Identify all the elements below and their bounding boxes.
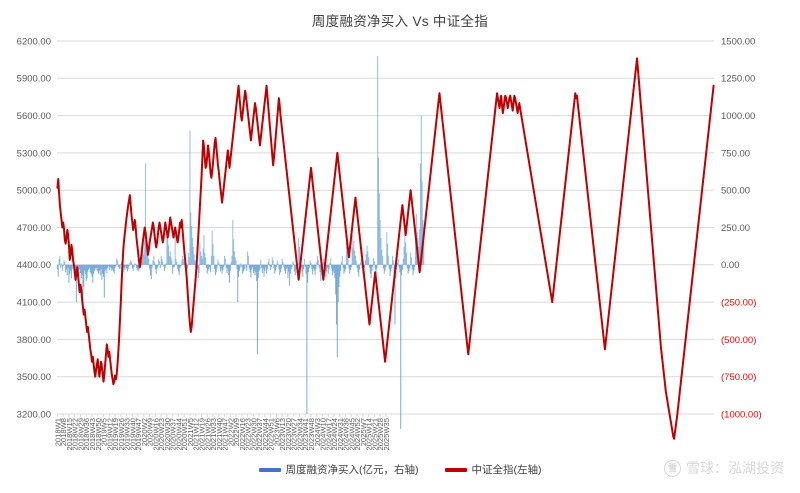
svg-text:2020W2: 2020W2 xyxy=(140,418,149,446)
svg-text:2019W47: 2019W47 xyxy=(134,418,143,451)
svg-text:2024W31: 2024W31 xyxy=(336,418,345,451)
svg-text:250.00: 250.00 xyxy=(721,223,750,234)
svg-text:4100.00: 4100.00 xyxy=(17,298,51,309)
svg-text:2019W33: 2019W33 xyxy=(123,418,132,451)
svg-text:2019W26: 2019W26 xyxy=(117,418,126,451)
y-axis-left-ticks: 6200.00 5900.00 5600.00 5300.00 5000.00 4700.… xyxy=(17,36,51,420)
svg-text:2023W20: 2023W20 xyxy=(284,418,293,451)
svg-text:(250.00): (250.00) xyxy=(721,298,756,309)
svg-text:2024W52: 2024W52 xyxy=(353,418,362,451)
svg-text:2023W41: 2023W41 xyxy=(301,418,310,451)
svg-text:3200.00: 3200.00 xyxy=(17,409,51,420)
svg-text:2021W47: 2021W47 xyxy=(221,418,230,451)
legend-swatch-line xyxy=(444,467,467,472)
svg-text:2018W1: 2018W1 xyxy=(53,418,62,446)
svg-text:2023W13: 2023W13 xyxy=(278,418,287,451)
svg-text:2018W8: 2018W8 xyxy=(59,418,68,446)
legend-item-bar[interactable]: 周度融资净买入(亿元，右轴) xyxy=(258,462,419,477)
svg-text:2024W45: 2024W45 xyxy=(347,418,356,451)
svg-text:2020W30: 2020W30 xyxy=(163,418,172,451)
svg-text:2023W27: 2023W27 xyxy=(290,418,299,451)
y-axis-right-ticks: 1500.00 1250.00 1000.00 750.00 500.00 250.00 0… xyxy=(721,36,762,420)
svg-text:5300.00: 5300.00 xyxy=(17,148,51,159)
svg-text:2020W16: 2020W16 xyxy=(151,418,160,451)
svg-text:2022W44: 2022W44 xyxy=(261,418,270,451)
svg-text:2020W51: 2020W51 xyxy=(180,418,189,451)
svg-text:3500.00: 3500.00 xyxy=(17,372,51,383)
svg-text:2021W5: 2021W5 xyxy=(186,418,195,446)
svg-text:2018W43: 2018W43 xyxy=(88,418,97,451)
svg-text:(1000.00): (1000.00) xyxy=(721,409,762,420)
svg-text:2022W2: 2022W2 xyxy=(226,418,235,446)
svg-text:2023W48: 2023W48 xyxy=(307,418,316,451)
svg-text:2025W28: 2025W28 xyxy=(376,418,385,451)
svg-text:2025W35: 2025W35 xyxy=(382,418,391,451)
svg-text:2018W36: 2018W36 xyxy=(82,418,91,451)
svg-text:2022W16: 2022W16 xyxy=(238,418,247,451)
line-series-csi-all-share xyxy=(56,57,715,440)
svg-text:1500.00: 1500.00 xyxy=(721,36,755,47)
svg-text:2025W21: 2025W21 xyxy=(370,418,379,451)
svg-text:2024W10: 2024W10 xyxy=(319,418,328,451)
svg-text:2024W24: 2024W24 xyxy=(330,418,339,451)
svg-text:2021W26: 2021W26 xyxy=(203,418,212,451)
svg-text:2023W34: 2023W34 xyxy=(295,418,304,451)
svg-text:2020W44: 2020W44 xyxy=(174,418,183,451)
svg-text:(500.00): (500.00) xyxy=(721,335,756,346)
svg-text:500.00: 500.00 xyxy=(721,186,750,197)
svg-text:2021W19: 2021W19 xyxy=(197,418,206,451)
svg-text:2022W37: 2022W37 xyxy=(255,418,264,451)
svg-text:2022W9: 2022W9 xyxy=(232,418,241,446)
svg-text:2018W29: 2018W29 xyxy=(76,418,85,451)
svg-text:2022W23: 2022W23 xyxy=(244,418,253,451)
legend-label-line: 中证全指(左轴) xyxy=(471,464,542,476)
chart-legend: 周度融资净买入(亿元，右轴) 中证全指(左轴) xyxy=(0,462,800,477)
x-axis-ticks: 2018W12018W82018W152018W222018W292018W36… xyxy=(53,414,391,451)
svg-text:2021W33: 2021W33 xyxy=(209,418,218,451)
svg-text:6200.00: 6200.00 xyxy=(17,36,51,47)
svg-text:2020W37: 2020W37 xyxy=(169,418,178,451)
svg-text:2021W40: 2021W40 xyxy=(215,418,224,451)
svg-text:2021W12: 2021W12 xyxy=(192,418,201,451)
svg-text:2025W7: 2025W7 xyxy=(359,418,368,446)
svg-text:750.00: 750.00 xyxy=(721,148,750,159)
svg-text:5000.00: 5000.00 xyxy=(17,186,51,197)
chart-title: 周度融资净买入 Vs 中证全指 xyxy=(311,14,489,29)
svg-text:5900.00: 5900.00 xyxy=(17,74,51,85)
svg-text:(750.00): (750.00) xyxy=(721,372,756,383)
legend-item-line[interactable]: 中证全指(左轴) xyxy=(444,462,542,477)
svg-text:2019W5: 2019W5 xyxy=(100,418,109,446)
svg-text:0.00: 0.00 xyxy=(721,260,740,271)
svg-text:2025W14: 2025W14 xyxy=(365,418,374,451)
svg-text:2019W12: 2019W12 xyxy=(105,418,114,451)
svg-text:2024W3: 2024W3 xyxy=(313,418,322,446)
svg-text:2020W9: 2020W9 xyxy=(146,418,155,446)
svg-text:2023W6: 2023W6 xyxy=(272,418,281,446)
svg-text:2018W22: 2018W22 xyxy=(71,418,80,451)
svg-text:2018W15: 2018W15 xyxy=(65,418,74,451)
svg-text:1250.00: 1250.00 xyxy=(721,74,755,85)
svg-text:2022W30: 2022W30 xyxy=(249,418,258,451)
svg-text:4700.00: 4700.00 xyxy=(17,223,51,234)
svg-text:2024W38: 2024W38 xyxy=(342,418,351,451)
svg-text:2020W23: 2020W23 xyxy=(157,418,166,451)
bar-series-weekly-net-margin-buy xyxy=(56,55,425,429)
svg-text:4400.00: 4400.00 xyxy=(17,260,51,271)
svg-text:2019W19: 2019W19 xyxy=(111,418,120,451)
svg-text:2018W50: 2018W50 xyxy=(94,418,103,451)
legend-label-bar: 周度融资净买入(亿元，右轴) xyxy=(285,464,419,476)
svg-text:5600.00: 5600.00 xyxy=(17,111,51,122)
legend-swatch-bar xyxy=(258,467,281,472)
svg-text:2022W51: 2022W51 xyxy=(267,418,276,451)
svg-text:2019W40: 2019W40 xyxy=(128,418,137,451)
svg-text:2024W17: 2024W17 xyxy=(324,418,333,451)
svg-text:3800.00: 3800.00 xyxy=(17,335,51,346)
svg-text:1000.00: 1000.00 xyxy=(721,111,755,122)
